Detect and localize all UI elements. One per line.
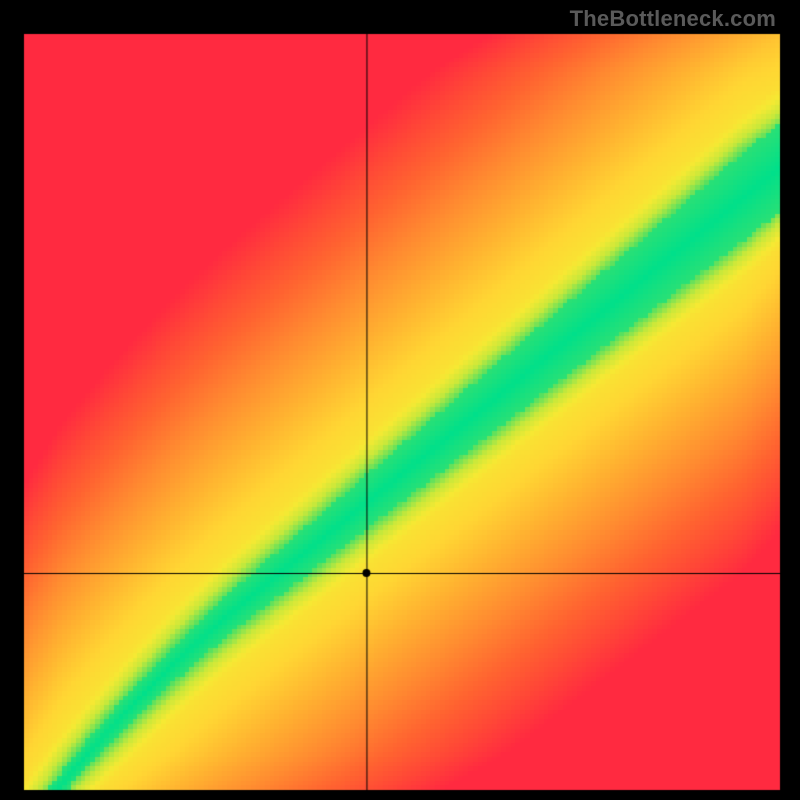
root-container: TheBottleneck.com <box>0 0 800 800</box>
bottleneck-heatmap-chart <box>0 0 800 800</box>
watermark-text: TheBottleneck.com <box>570 6 776 32</box>
